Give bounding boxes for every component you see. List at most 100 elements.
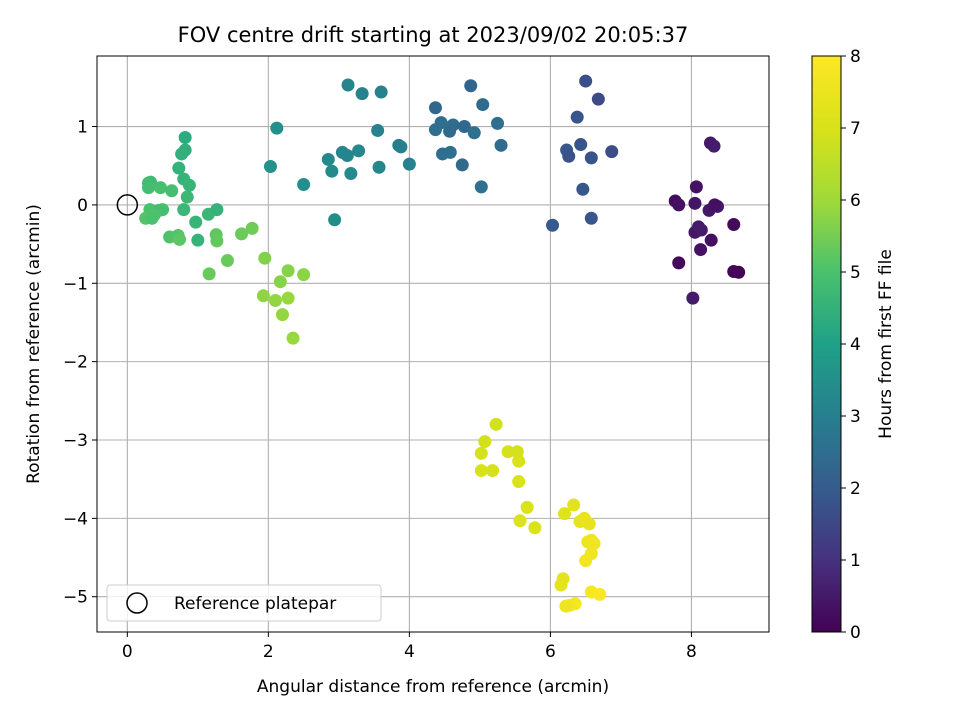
data-point — [297, 268, 311, 282]
data-point — [321, 152, 335, 166]
data-point — [153, 181, 167, 195]
y-axis-ticks: −5 −4 −3 −2 −1 0 1 — [63, 118, 97, 608]
data-point — [202, 267, 216, 281]
data-point — [558, 507, 572, 521]
data-point — [210, 234, 224, 248]
data-point — [694, 223, 708, 237]
data-point — [686, 291, 700, 305]
data-point — [570, 110, 584, 124]
y-tick-label: 1 — [77, 118, 88, 138]
data-point — [428, 101, 442, 115]
data-point — [394, 140, 408, 154]
data-point — [165, 184, 179, 198]
colorbar-tick-label: 7 — [850, 119, 861, 139]
data-point — [141, 181, 155, 195]
data-point — [191, 233, 205, 247]
grid-lines — [97, 56, 769, 632]
data-point — [582, 517, 596, 531]
data-point — [491, 116, 505, 130]
data-point — [576, 182, 590, 196]
y-tick-label: −4 — [63, 509, 88, 529]
data-point — [501, 445, 515, 459]
legend-label: Reference platepar — [174, 594, 336, 614]
data-point — [286, 331, 300, 345]
data-point — [340, 149, 354, 163]
data-point — [178, 131, 192, 145]
data-point — [275, 308, 289, 322]
data-point — [235, 227, 249, 241]
y-tick-label: 0 — [77, 196, 88, 216]
data-point — [273, 275, 287, 289]
data-point — [175, 147, 189, 161]
data-point — [554, 578, 568, 592]
legend-box — [106, 584, 382, 622]
data-point — [474, 464, 488, 478]
data-point — [708, 198, 722, 212]
data-point — [374, 85, 388, 99]
reference-marker — [116, 194, 139, 216]
colorbar-ticks: 0 1 2 3 4 5 6 7 8 — [841, 47, 861, 643]
data-point — [474, 446, 488, 460]
colorbar-tick-label: 4 — [850, 335, 861, 355]
data-point — [546, 218, 560, 232]
data-point — [587, 536, 601, 550]
data-point — [281, 264, 295, 278]
data-point — [689, 180, 703, 194]
legend-marker — [126, 592, 148, 614]
data-point — [371, 123, 385, 137]
y-tick-label: −3 — [63, 431, 88, 451]
data-point — [489, 417, 503, 431]
scatter-points — [139, 74, 746, 613]
data-point — [467, 126, 481, 140]
legend: Reference platepar — [106, 584, 382, 622]
data-point — [402, 157, 416, 171]
colorbar-tick-label: 5 — [850, 263, 861, 283]
data-point — [474, 180, 488, 194]
y-axis-label: Rotation from reference (arcmin) — [24, 204, 44, 484]
data-point — [182, 178, 196, 192]
data-point — [591, 92, 605, 106]
data-point — [341, 78, 355, 92]
data-point — [605, 145, 619, 159]
x-tick-label: 4 — [404, 642, 415, 662]
data-point — [520, 500, 534, 514]
colorbar-tick-label: 0 — [850, 623, 861, 643]
x-tick-label: 6 — [545, 642, 556, 662]
data-point — [355, 87, 369, 101]
data-point — [688, 196, 702, 210]
data-point — [593, 587, 607, 601]
data-point — [220, 254, 234, 268]
data-point — [145, 211, 159, 225]
data-point — [513, 514, 527, 528]
data-point — [672, 256, 686, 270]
data-point — [372, 160, 386, 174]
data-point — [579, 74, 593, 88]
data-point — [180, 190, 194, 204]
data-point — [258, 251, 272, 265]
data-point — [245, 221, 259, 235]
data-point — [443, 124, 457, 138]
colorbar-tick-label: 2 — [850, 479, 861, 499]
data-point — [694, 243, 708, 257]
colorbar-label: Hours from first FF file — [876, 249, 896, 439]
data-point — [732, 265, 746, 279]
data-point — [177, 203, 191, 217]
data-point — [455, 158, 469, 172]
y-tick-label: −1 — [63, 274, 88, 294]
data-point — [436, 147, 450, 161]
y-tick-label: −2 — [63, 353, 88, 373]
colorbar-tick-label: 8 — [850, 47, 861, 67]
data-point — [476, 98, 490, 112]
plot-frame — [96, 55, 770, 633]
data-point — [512, 475, 526, 489]
data-point — [263, 159, 277, 173]
colorbar-tick-label: 3 — [850, 407, 861, 427]
data-point — [428, 123, 442, 137]
colorbar-tick-label: 1 — [850, 551, 861, 571]
data-point — [672, 198, 686, 212]
data-point — [268, 294, 282, 308]
x-tick-label: 8 — [686, 642, 697, 662]
data-point — [584, 151, 598, 165]
data-point — [328, 213, 342, 227]
